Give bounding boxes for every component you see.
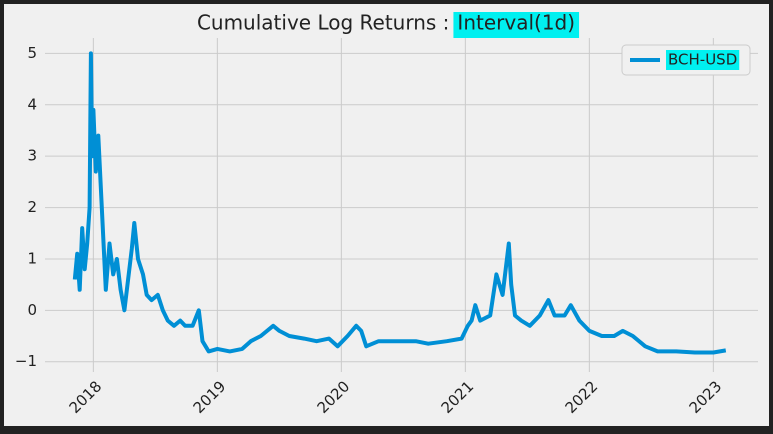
plot-area (72, 51, 727, 355)
title-badge-background (453, 12, 580, 38)
y-tick-label: 3 (27, 147, 37, 165)
legend-label-background (666, 50, 740, 70)
series-line (72, 51, 727, 355)
y-tick-label: 0 (27, 301, 37, 319)
title-badge: Interval(1d) (457, 11, 575, 35)
y-tick-label: 4 (27, 95, 37, 113)
y-tick-label: −1 (15, 352, 37, 370)
y-tick-label: 1 (27, 249, 37, 267)
legend: BCH-USD (621, 44, 751, 76)
legend-label: BCH-USD (668, 51, 737, 69)
chart-title: Cumulative Log Returns : (197, 11, 449, 35)
y-tick-label: 2 (27, 198, 37, 216)
y-tick-label: 5 (27, 44, 37, 62)
